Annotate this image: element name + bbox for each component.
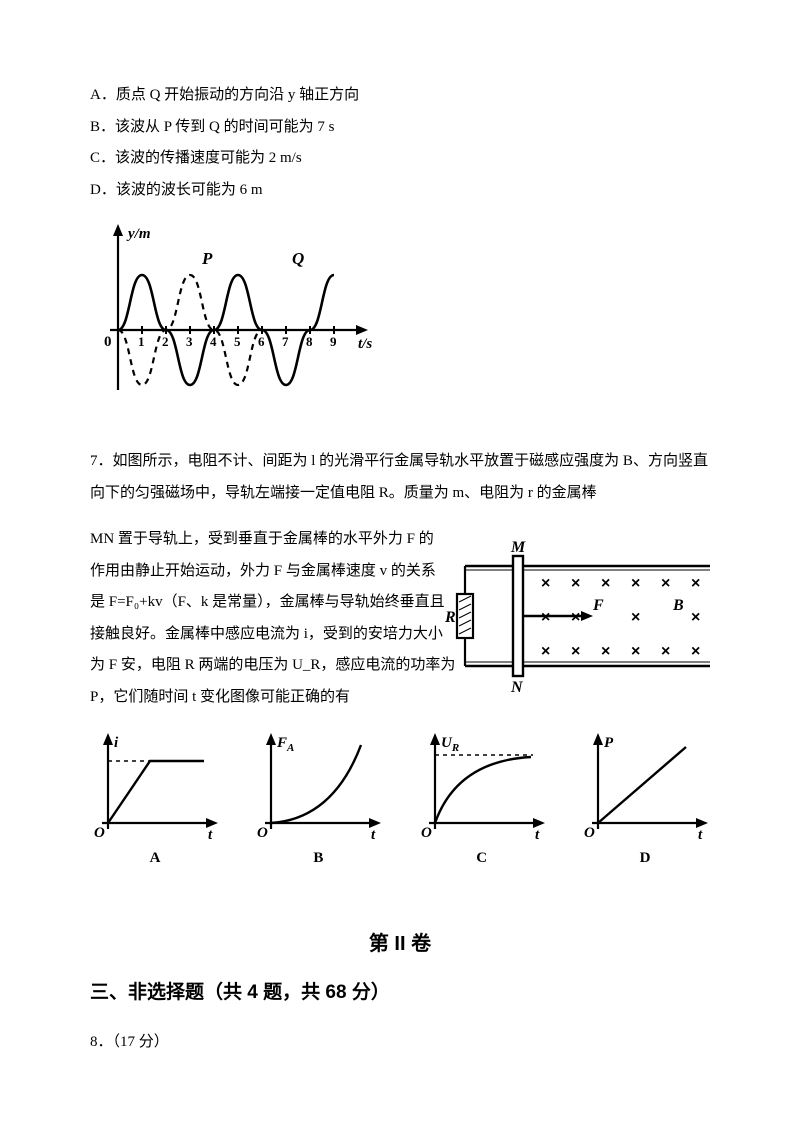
- svg-text:×: ×: [691, 643, 700, 660]
- q6-option-b: B．该波从 P 传到 Q 的时间可能为 7 s: [90, 112, 710, 144]
- svg-text:B: B: [672, 597, 684, 614]
- q7-number: 7．: [90, 453, 113, 469]
- svg-text:×: ×: [601, 643, 610, 660]
- svg-text:N: N: [510, 679, 524, 696]
- mini-graph-a: i t O A: [90, 731, 220, 875]
- svg-text:5: 5: [234, 334, 241, 349]
- svg-text:×: ×: [571, 575, 580, 592]
- svg-text:9: 9: [330, 334, 337, 349]
- mini-label-d: D: [580, 843, 710, 875]
- svg-text:0: 0: [104, 334, 112, 350]
- svg-text:8: 8: [306, 334, 313, 349]
- part2-subtitle: 三、非选择题（共 4 题，共 68 分）: [90, 973, 710, 1013]
- mini-label-c: C: [417, 843, 547, 875]
- svg-text:t: t: [535, 827, 540, 841]
- svg-text:FA: FA: [276, 735, 294, 754]
- svg-text:P: P: [201, 249, 213, 268]
- svg-text:O: O: [584, 825, 595, 841]
- svg-text:F: F: [592, 597, 604, 614]
- svg-text:×: ×: [541, 643, 550, 660]
- mini-label-a: A: [90, 843, 220, 875]
- q6-option-d: D．该波的波长可能为 6 m: [90, 175, 710, 207]
- svg-text:3: 3: [186, 334, 193, 349]
- part2-title: 第 II 卷: [90, 923, 710, 965]
- svg-text:M: M: [510, 539, 526, 556]
- svg-text:×: ×: [691, 575, 700, 592]
- svg-text:R: R: [445, 609, 456, 626]
- q7-block: 7．如图所示，电阻不计、间距为 l 的光滑平行金属导轨水平放置于磁感应强度为 B…: [90, 446, 710, 875]
- svg-text:6: 6: [258, 334, 265, 349]
- q7-mini-graphs: i t O A FA t O: [90, 731, 710, 875]
- svg-text:y/m: y/m: [126, 226, 151, 242]
- mini-graph-b: FA t O B: [253, 731, 383, 875]
- svg-text:×: ×: [571, 609, 580, 626]
- svg-text:×: ×: [631, 575, 640, 592]
- mini-graph-d: P t O D: [580, 731, 710, 875]
- svg-text:7: 7: [282, 334, 289, 349]
- svg-text:Q: Q: [292, 249, 304, 268]
- svg-text:×: ×: [631, 609, 640, 626]
- svg-text:×: ×: [661, 575, 670, 592]
- mini-label-b: B: [253, 843, 383, 875]
- svg-text:4: 4: [210, 334, 217, 349]
- svg-text:O: O: [94, 825, 105, 841]
- svg-text:×: ×: [541, 575, 550, 592]
- svg-text:×: ×: [661, 643, 670, 660]
- svg-text:×: ×: [631, 643, 640, 660]
- q6-option-a: A．质点 Q 开始振动的方向沿 y 轴正方向: [90, 80, 710, 112]
- svg-text:t: t: [698, 827, 703, 841]
- svg-text:×: ×: [691, 609, 700, 626]
- svg-text:t/s: t/s: [358, 336, 372, 352]
- svg-text:×: ×: [541, 609, 550, 626]
- q7-intro: 如图所示，电阻不计、间距为 l 的光滑平行金属导轨水平放置于磁感应强度为 B、方…: [90, 453, 708, 501]
- q6-wave-graph: y/m t/s 0 1 2 3 4 5 6 7 8 9: [90, 220, 710, 410]
- svg-text:×: ×: [571, 643, 580, 660]
- q7-circuit-diagram: R M N F B × × × × × × × × × × × × × × × ×: [445, 536, 710, 696]
- svg-text:t: t: [208, 827, 213, 841]
- svg-text:O: O: [421, 825, 432, 841]
- svg-text:×: ×: [601, 575, 610, 592]
- q8-heading: 8．（17 分）: [90, 1027, 710, 1059]
- svg-text:P: P: [604, 735, 614, 751]
- svg-text:UR: UR: [441, 735, 459, 754]
- svg-text:2: 2: [162, 334, 169, 349]
- svg-text:1: 1: [138, 334, 145, 349]
- q6-option-c: C．该波的传播速度可能为 2 m/s: [90, 143, 710, 175]
- svg-text:t: t: [371, 827, 376, 841]
- svg-text:O: O: [257, 825, 268, 841]
- q7-text-line12: 7．如图所示，电阻不计、间距为 l 的光滑平行金属导轨水平放置于磁感应强度为 B…: [90, 446, 710, 509]
- svg-text:i: i: [114, 735, 119, 751]
- mini-graph-c: UR t O C: [417, 731, 547, 875]
